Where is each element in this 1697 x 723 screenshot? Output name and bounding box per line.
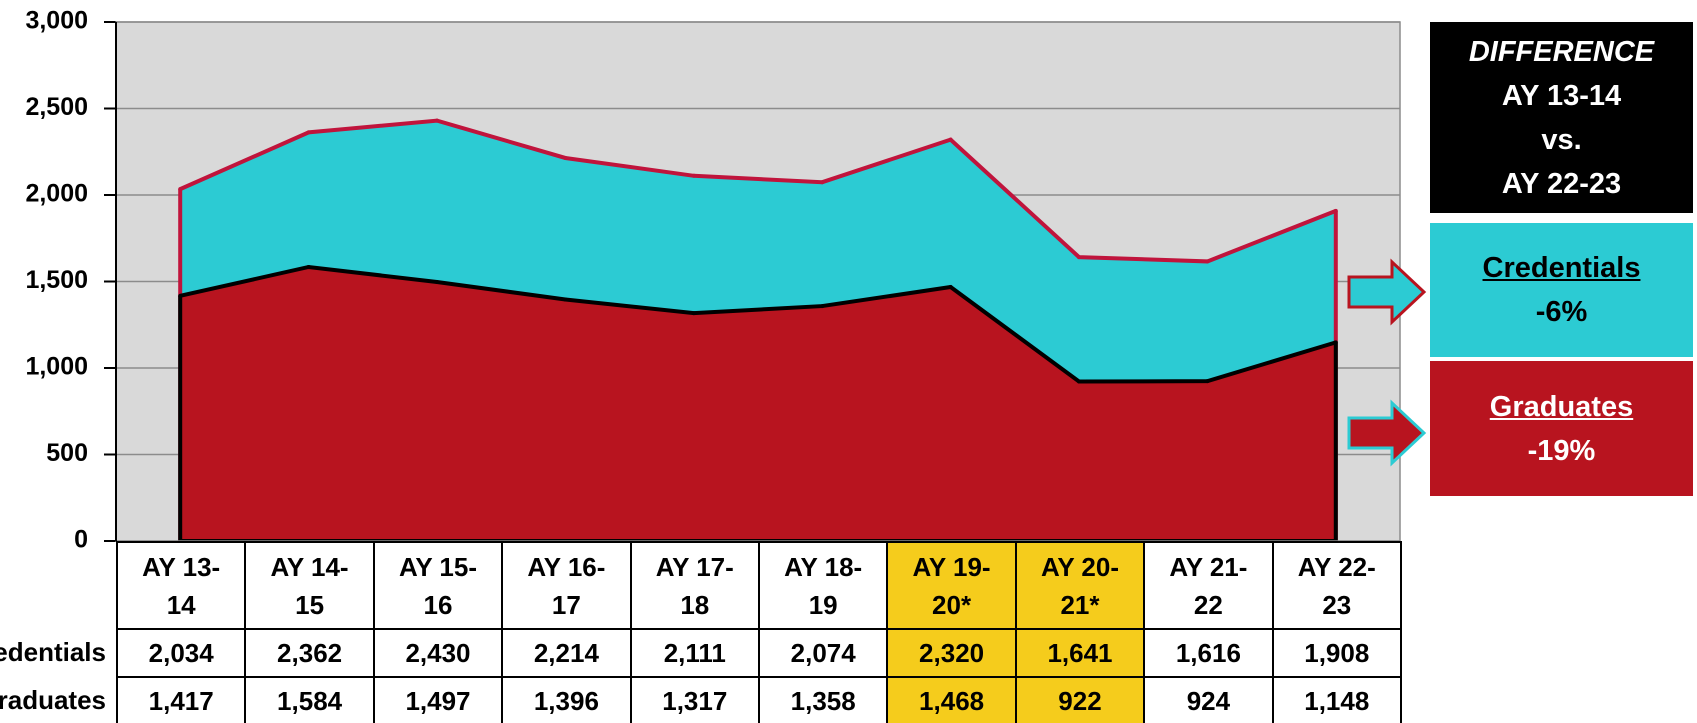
box-value: -6%: [1430, 290, 1693, 334]
point: [435, 280, 439, 284]
y-tick-label: 0: [74, 526, 88, 554]
point: [1334, 340, 1338, 344]
point: [949, 138, 953, 142]
box-value: -19%: [1430, 429, 1693, 473]
category-text: AY 13-14: [141, 548, 221, 624]
point: [307, 265, 311, 269]
table-value: 1,641: [1015, 628, 1145, 678]
x-tick-label: AY 13-14: [116, 541, 246, 630]
point: [178, 187, 182, 191]
x-tick-label: AY 15-16: [373, 541, 503, 630]
x-tick-label: AY 20-21*: [1015, 541, 1145, 630]
credentials-box: Credentials -6%: [1430, 223, 1693, 357]
category-text: AY 14-15: [270, 548, 350, 624]
point: [1077, 379, 1081, 383]
table-value: 1,396: [501, 676, 631, 723]
point: [563, 297, 567, 301]
category-text: AY 15-16: [398, 548, 478, 624]
y-tick-label: 1,000: [25, 353, 88, 381]
page: 0 500 1,000 1,500 2,000 2,500 3,000 DIFFERENCE…: [0, 0, 1697, 723]
table-value: 2,320: [886, 628, 1016, 678]
point: [563, 156, 567, 160]
x-tick-label: AY 22-23: [1272, 541, 1402, 630]
category-text: AY 21-22: [1168, 548, 1248, 624]
graduates-box: Graduates -19%: [1430, 361, 1693, 496]
table-value: 924: [1143, 676, 1273, 723]
table-value: 1,417: [116, 676, 246, 723]
point: [1205, 259, 1209, 263]
heading-line: AY 13-14: [1430, 74, 1693, 118]
point: [435, 119, 439, 123]
table-value: 1,148: [1272, 676, 1402, 723]
category-text: AY 18-19: [783, 548, 863, 624]
table-value: 1,584: [244, 676, 374, 723]
table-value: 1,317: [630, 676, 760, 723]
point: [307, 130, 311, 134]
point: [820, 304, 824, 308]
x-tick-label: AY 17-18: [630, 541, 760, 630]
table-value: 1,908: [1272, 628, 1402, 678]
point: [949, 285, 953, 289]
category-text: AY 16-17: [526, 548, 606, 624]
x-tick-label: AY 16-17: [501, 541, 631, 630]
point: [1205, 379, 1209, 383]
heading-line: AY 22-23: [1430, 162, 1693, 206]
y-tick-label: 500: [46, 439, 88, 467]
difference-heading: DIFFERENCE AY 13-14 vs. AY 22-23: [1430, 22, 1693, 213]
category-text: AY 20-21*: [1040, 548, 1120, 624]
table-value: 2,362: [244, 628, 374, 678]
table-value: 2,430: [373, 628, 503, 678]
table-value: 2,034: [116, 628, 246, 678]
x-tick-label: AY 19-20*: [886, 541, 1016, 630]
point: [692, 174, 696, 178]
table-value: 2,214: [501, 628, 631, 678]
row-label: Graduates: [0, 685, 106, 716]
box-label: Credentials: [1430, 246, 1693, 290]
table-value: 922: [1015, 676, 1145, 723]
y-tick-label: 2,500: [25, 93, 88, 121]
box-label: Graduates: [1430, 385, 1693, 429]
point: [178, 294, 182, 298]
table-value: 1,468: [886, 676, 1016, 723]
heading-line: vs.: [1430, 118, 1693, 162]
category-text: AY 19-20*: [912, 548, 992, 624]
point: [1077, 255, 1081, 259]
table-value: 1,358: [758, 676, 888, 723]
table-value: 1,497: [373, 676, 503, 723]
x-tick-label: AY 21-22: [1143, 541, 1273, 630]
y-tick-label: 1,500: [25, 266, 88, 294]
x-tick-label: AY 14-15: [244, 541, 374, 630]
table-value: 2,074: [758, 628, 888, 678]
x-tick-label: AY 18-19: [758, 541, 888, 630]
heading-line: DIFFERENCE: [1430, 30, 1693, 74]
point: [692, 311, 696, 315]
table-value: 1,616: [1143, 628, 1273, 678]
category-text: AY 22-23: [1297, 548, 1377, 624]
row-label: Credentials: [0, 637, 106, 668]
y-tick-label: 3,000: [25, 7, 88, 35]
point: [1334, 209, 1338, 213]
y-tick-label: 2,000: [25, 180, 88, 208]
category-text: AY 17-18: [655, 548, 735, 624]
table-value: 2,111: [630, 628, 760, 678]
point: [820, 180, 824, 184]
